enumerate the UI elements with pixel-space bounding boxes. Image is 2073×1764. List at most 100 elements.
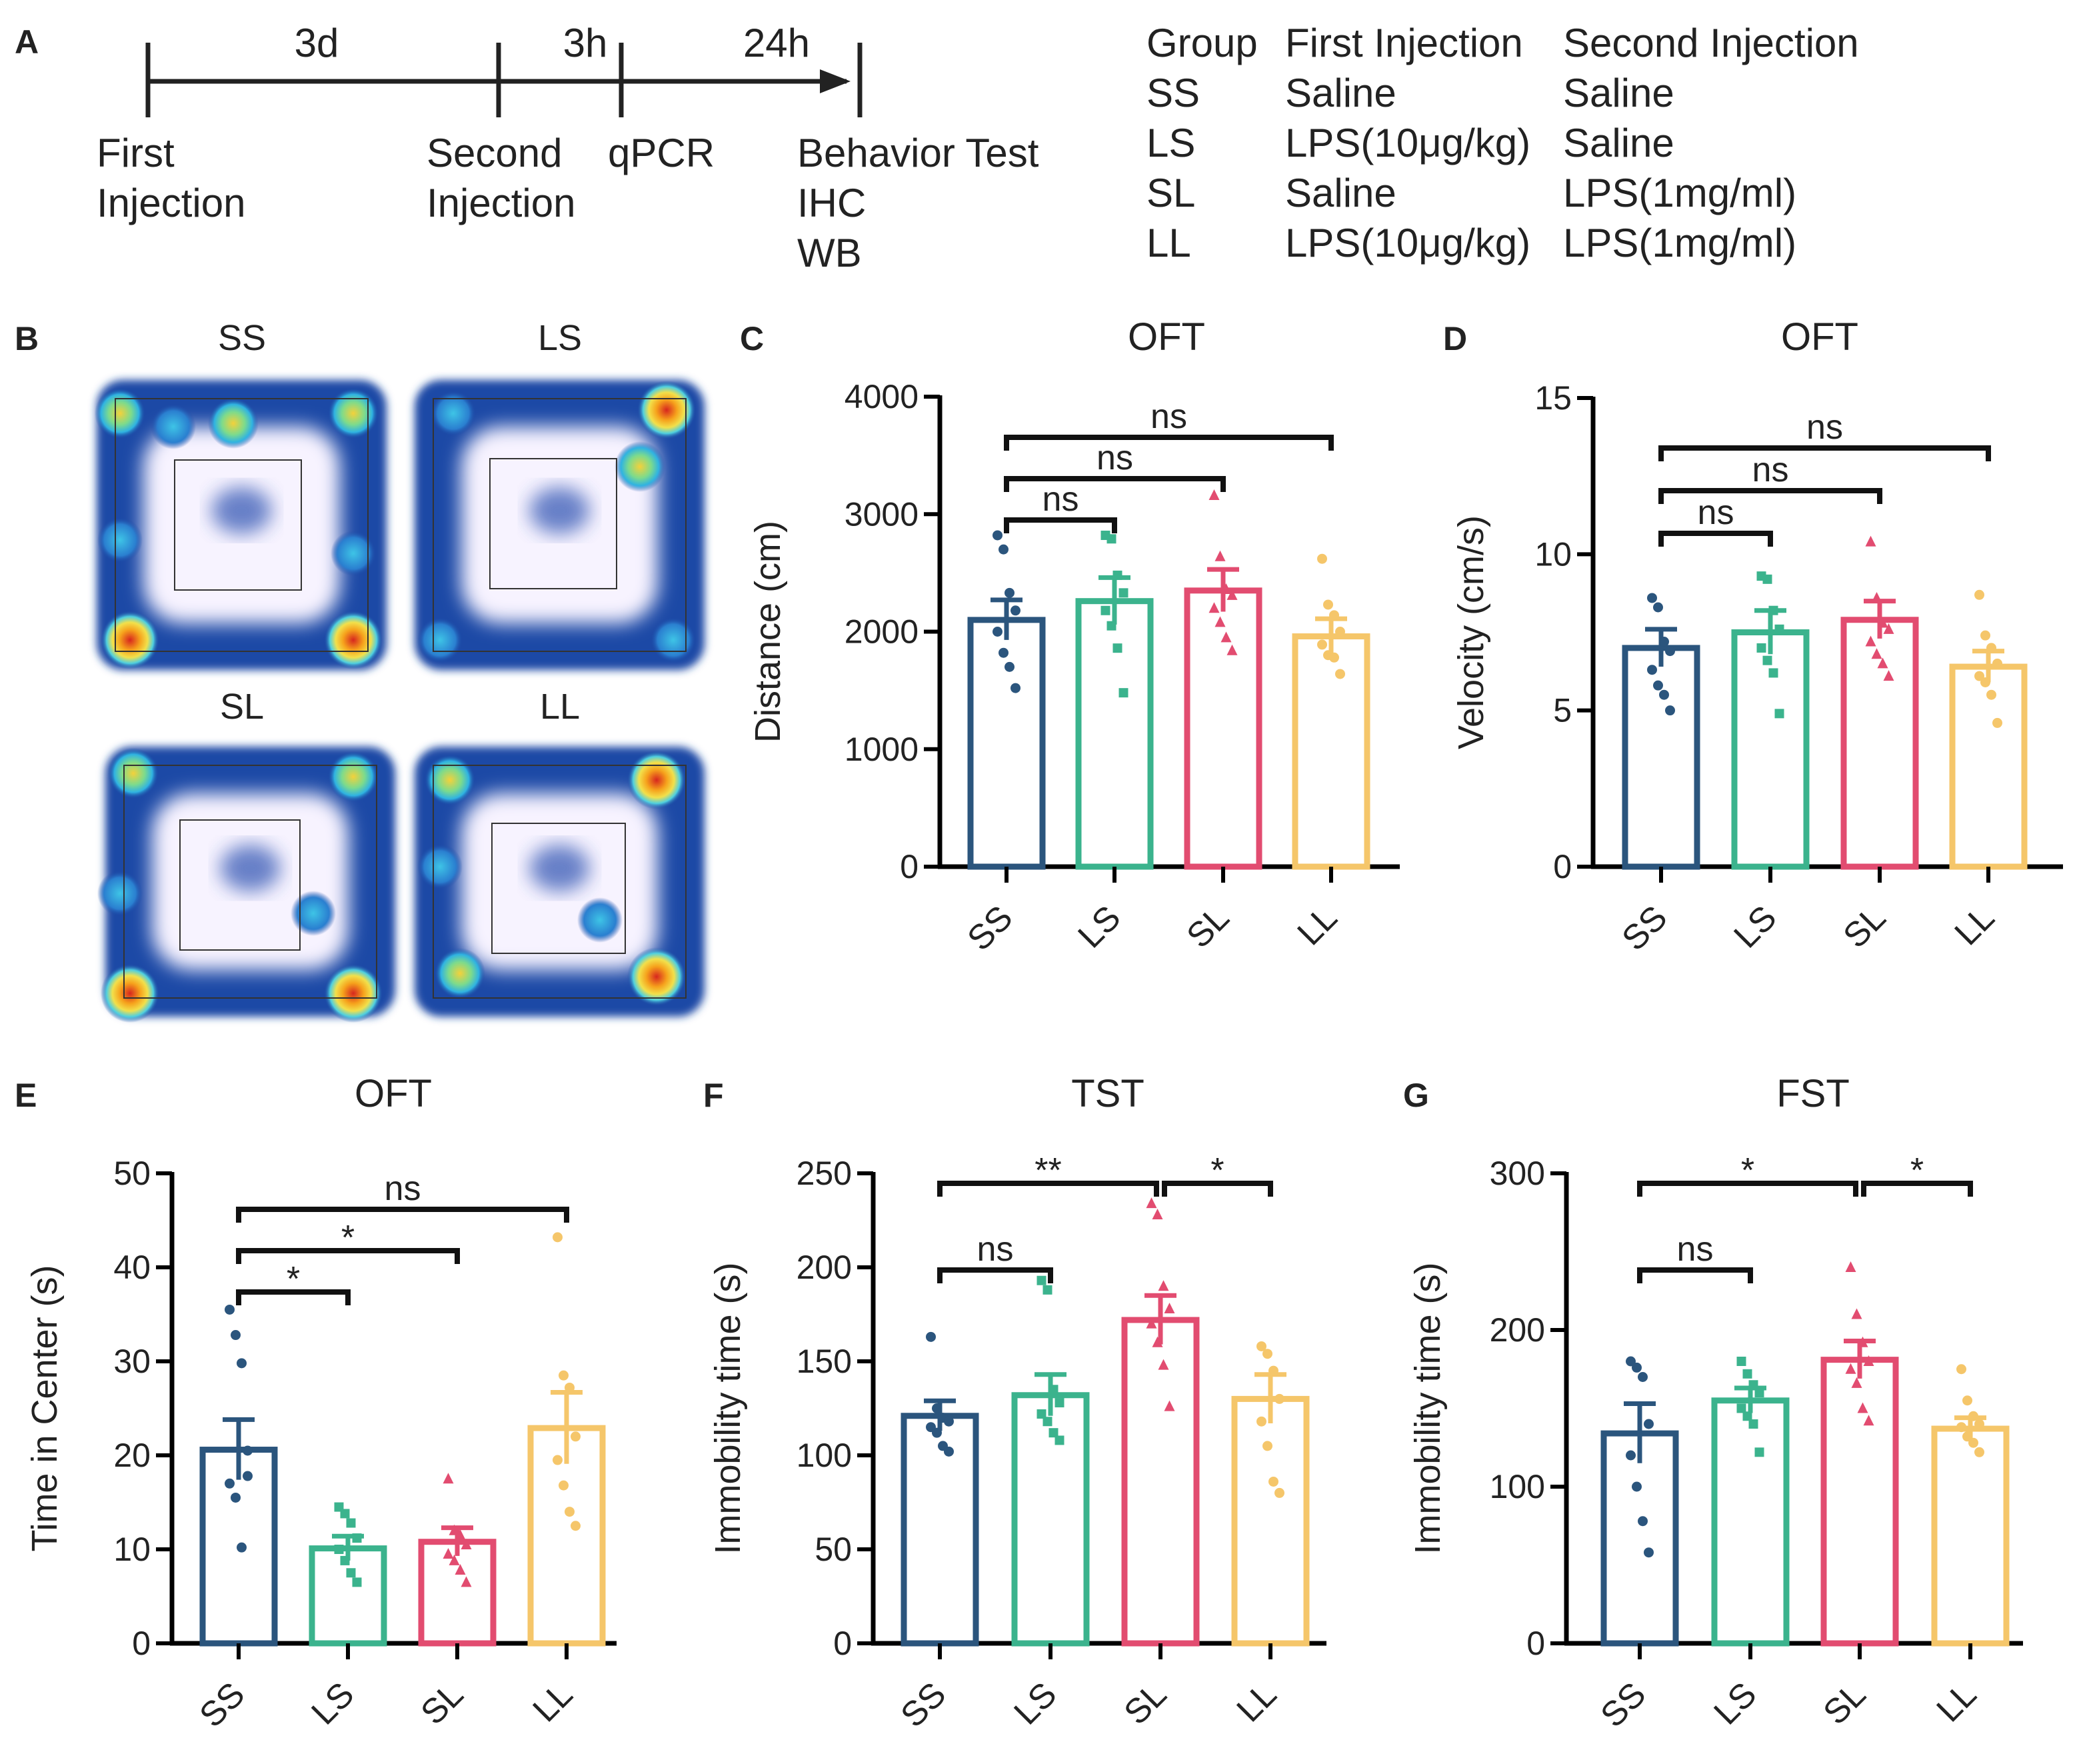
- data-point: [443, 1548, 454, 1559]
- data-point: [1742, 1411, 1752, 1421]
- y-axis-label: Time in Center (s): [25, 1265, 65, 1551]
- data-point: [1005, 661, 1015, 672]
- heatmap-grid: [95, 380, 705, 1023]
- heatmap-hot-spot: [324, 964, 383, 1023]
- y-tick-label: 10: [1534, 535, 1572, 573]
- data-point: [1865, 635, 1876, 647]
- data-point: [1042, 1285, 1052, 1295]
- heatmap-title-ls: LS: [538, 318, 582, 358]
- event-first-line1: First: [97, 131, 175, 175]
- data-point: [1256, 1416, 1266, 1427]
- data-point: [1054, 1398, 1064, 1408]
- heatmap-center-blob: [220, 845, 281, 892]
- significance-label: *: [1910, 1151, 1924, 1190]
- data-point: [1962, 1395, 1972, 1406]
- heatmap-warm-spot: [435, 948, 485, 999]
- y-tick-label: 150: [797, 1343, 852, 1380]
- data-point: [1644, 1419, 1654, 1429]
- significance-bracket: [937, 1181, 1159, 1197]
- data-point: [1158, 1280, 1169, 1291]
- y-tick-label: 15: [1534, 379, 1572, 417]
- data-point: [461, 1576, 472, 1587]
- panel-label-c: C: [740, 320, 764, 357]
- data-point: [1208, 602, 1220, 613]
- chart-g: FST Immobility time (s) 0 100 200 300 SS LS SL LL…: [1408, 1072, 2023, 1735]
- panel-b: B SS LS SL LL: [15, 318, 705, 1023]
- y-tick-label: 250: [797, 1155, 852, 1192]
- data-point: [449, 1524, 460, 1535]
- table-header-group: Group: [1146, 21, 1258, 65]
- data-point: [1762, 574, 1772, 584]
- data-point: [225, 1478, 235, 1489]
- data-point: [932, 1403, 942, 1413]
- data-point: [944, 1446, 954, 1457]
- data-point: [1632, 1481, 1642, 1492]
- significance-label: *: [1210, 1151, 1224, 1190]
- data-point: [1986, 689, 1996, 700]
- data-point: [1626, 1450, 1636, 1461]
- y-axis-label: Distance (cm): [748, 521, 788, 743]
- y-tick-label: 0: [1526, 1625, 1545, 1662]
- heatmap-center-blob: [211, 487, 272, 534]
- x-tick-label: SL: [1836, 898, 1893, 955]
- data-point: [571, 1431, 581, 1442]
- y-tick-label: 4000: [845, 378, 919, 415]
- heatmap-warm-spot: [108, 748, 159, 799]
- data-point: [1220, 631, 1232, 643]
- data-point: [334, 1545, 344, 1554]
- data-point: [1736, 1357, 1746, 1366]
- heatmap-center-zone-outline: [179, 819, 301, 951]
- data-point: [1054, 1435, 1064, 1445]
- x-tick-label: LS: [1007, 1675, 1064, 1732]
- panel-e: E OFT Time in Center (s) 0 10 20 30 40 50 SS LS SL…: [15, 1072, 617, 1735]
- interval-3h: 3h: [563, 21, 608, 65]
- x-tick-label: SL: [413, 1675, 471, 1732]
- data-point: [1118, 688, 1128, 698]
- data-point: [1256, 1341, 1266, 1351]
- heatmap-title-sl: SL: [220, 687, 264, 727]
- data-point: [237, 1542, 247, 1553]
- panel-label-e: E: [15, 1077, 37, 1114]
- data-point: [461, 1538, 472, 1549]
- heatmap-center-zone-outline: [174, 459, 302, 591]
- event-first-line2: Injection: [97, 181, 245, 225]
- data-point: [1638, 1372, 1648, 1382]
- data-point: [455, 1564, 466, 1575]
- data-point: [1268, 1365, 1278, 1376]
- heatmap-arena-outline: [115, 398, 369, 652]
- heatmap-warm-spot: [208, 398, 259, 449]
- y-tick-label: 0: [833, 1625, 852, 1662]
- data-point: [1106, 621, 1116, 631]
- data-point: [1865, 535, 1876, 547]
- data-point: [1992, 658, 2002, 669]
- data-point: [1871, 648, 1882, 659]
- data-point: [1863, 1355, 1874, 1366]
- heatmap-center-blob: [529, 487, 590, 534]
- table-cell: SL: [1146, 171, 1195, 215]
- table-cell: Saline: [1563, 121, 1674, 165]
- data-point: [1335, 627, 1345, 637]
- panel-label-f: F: [703, 1077, 724, 1114]
- event-behavior-test: Behavior Test: [797, 131, 1039, 175]
- event-ihc: IHC: [797, 181, 866, 225]
- significance-label: *: [287, 1260, 300, 1299]
- data-point: [1851, 1377, 1862, 1388]
- heatmap-hot-spot: [627, 947, 686, 1006]
- table-cell: LPS(10μg/kg): [1285, 121, 1530, 165]
- significance-label: ns: [1677, 1230, 1714, 1269]
- data-point: [231, 1330, 241, 1341]
- heatmap-cool-spot: [651, 617, 696, 663]
- x-tick-label: LL: [1930, 1675, 1984, 1729]
- data-point: [455, 1529, 466, 1540]
- bar-ss: [1600, 1430, 1679, 1647]
- y-tick-label: 40: [113, 1249, 151, 1286]
- table-cell: LL: [1146, 221, 1191, 265]
- y-axis-label: Immobility time (s): [1408, 1262, 1448, 1554]
- data-point: [1214, 616, 1226, 627]
- significance-bracket: [1658, 488, 1882, 504]
- table-cell: LPS(10μg/kg): [1285, 221, 1530, 265]
- significance-bracket: [1637, 1181, 1858, 1197]
- heatmap-cool-spot: [331, 531, 376, 576]
- bar-ll: [1931, 1425, 2010, 1647]
